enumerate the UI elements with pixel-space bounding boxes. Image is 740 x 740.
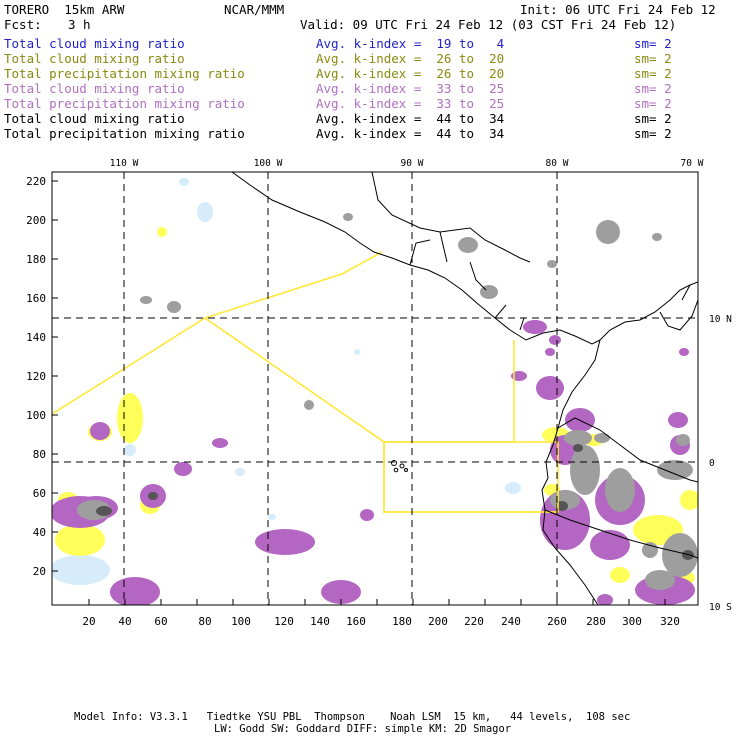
svg-text:140: 140: [26, 331, 46, 344]
latitude-labels: 10 N 0 10 S: [709, 314, 732, 613]
outer-domain-top: [204, 251, 383, 319]
forecast-label: Fcst:: [4, 17, 42, 32]
svg-text:20: 20: [82, 615, 95, 628]
legend-sm: sm= 2: [634, 66, 672, 81]
legend-index: Avg. k-index = 44 to 34: [316, 126, 505, 141]
svg-text:60: 60: [33, 487, 46, 500]
svg-text:0: 0: [709, 458, 715, 469]
svg-text:180: 180: [392, 615, 412, 628]
svg-text:260: 260: [547, 615, 567, 628]
svg-text:40: 40: [33, 526, 46, 539]
graticule: [52, 172, 698, 605]
svg-text:160: 160: [346, 615, 366, 628]
organization: NCAR/MMM: [224, 2, 285, 17]
legend-index: Avg. k-index = 33 to 25: [316, 81, 505, 96]
svg-text:80 W: 80 W: [546, 158, 569, 169]
map-frame: [51, 171, 699, 606]
svg-text:120: 120: [274, 615, 294, 628]
axis-ticks: [52, 180, 666, 605]
ecuador-colombia-border: [557, 417, 698, 483]
venezuela-coast: [659, 299, 698, 331]
svg-text:200: 200: [428, 615, 448, 628]
legend-field: Total cloud mixing ratio: [4, 51, 185, 66]
light-blue-cloud-field: [52, 178, 521, 585]
x-tick-labels: 20 40 60 80 100 120 140 160 180 200 220 …: [82, 615, 680, 628]
legend-field: Total cloud mixing ratio: [4, 81, 185, 96]
y-tick-labels: 220 200 180 160 140 120 100 80 60 40 20: [26, 175, 46, 578]
svg-text:100: 100: [231, 615, 251, 628]
legend-field: Total precipitation mixing ratio: [4, 126, 245, 141]
svg-text:80: 80: [33, 448, 46, 461]
svg-text:100 W: 100 W: [254, 158, 283, 169]
legend-index: Avg. k-index = 19 to 4: [316, 36, 505, 51]
caribbean-coast: [371, 172, 531, 263]
svg-text:20: 20: [33, 565, 46, 578]
legend-sm: sm= 2: [634, 126, 672, 141]
pacific-coast-central-america: [231, 172, 601, 345]
longitude-labels: 110 W 100 W 90 W 80 W 70 W: [110, 158, 704, 169]
svg-text:240: 240: [501, 615, 521, 628]
footer-physics-info: LW: Godd SW: Goddard DIFF: simple KM: 2D…: [214, 723, 512, 735]
svg-text:200: 200: [26, 214, 46, 227]
galapagos-islands: [391, 460, 408, 473]
legend-index: Avg. k-index = 26 to 20: [316, 66, 505, 81]
legend-field: Total cloud mixing ratio: [4, 36, 185, 51]
legend-field: Total cloud mixing ratio: [4, 111, 185, 126]
model-name: TORERO 15km ARW: [4, 2, 125, 17]
coastlines: [231, 172, 698, 605]
legend-field: Total precipitation mixing ratio: [4, 96, 245, 111]
svg-text:80: 80: [198, 615, 211, 628]
svg-text:280: 280: [586, 615, 606, 628]
svg-text:320: 320: [660, 615, 680, 628]
forecast-hours: 3 h: [68, 17, 91, 32]
legend-field: Total precipitation mixing ratio: [4, 66, 245, 81]
svg-text:220: 220: [464, 615, 484, 628]
svg-text:300: 300: [622, 615, 642, 628]
svg-text:180: 180: [26, 253, 46, 266]
init-time: Init: 06 UTC Fri 24 Feb 12: [520, 2, 716, 17]
footer-model-info: Model Info: V3.3.1 Tiedtke YSU PBL Thomp…: [74, 711, 631, 723]
svg-text:140: 140: [310, 615, 330, 628]
svg-text:10 S: 10 S: [709, 602, 732, 613]
svg-text:120: 120: [26, 370, 46, 383]
legend-index: Avg. k-index = 33 to 25: [316, 96, 505, 111]
svg-text:60: 60: [154, 615, 167, 628]
weather-fields: [52, 178, 698, 605]
legend-sm: sm= 2: [634, 111, 672, 126]
legend-sm: sm= 2: [634, 36, 672, 51]
valid-time: Valid: 09 UTC Fri 24 Feb 12 (03 CST Fri …: [300, 17, 677, 32]
svg-text:110 W: 110 W: [110, 158, 139, 169]
south-america-west-coast: [541, 339, 601, 605]
legend-index: Avg. k-index = 26 to 20: [316, 51, 505, 66]
lake-maracaibo: [681, 284, 691, 301]
peru-border: [544, 509, 698, 559]
svg-text:100: 100: [26, 409, 46, 422]
legend-index: Avg. k-index = 44 to 34: [316, 111, 505, 126]
domain-boundaries: [52, 251, 559, 513]
svg-text:160: 160: [26, 292, 46, 305]
svg-text:220: 220: [26, 175, 46, 188]
legend-sm: sm= 2: [634, 51, 672, 66]
svg-text:90 W: 90 W: [401, 158, 424, 169]
svg-text:40: 40: [118, 615, 131, 628]
galapagos-box: [383, 441, 559, 513]
legend-sm: sm= 2: [634, 96, 672, 111]
inner-box-edge: [384, 340, 515, 443]
south-america-north-coast: [599, 281, 698, 341]
legend-sm: sm= 2: [634, 81, 672, 96]
svg-text:70 W: 70 W: [681, 158, 704, 169]
svg-text:10 N: 10 N: [709, 314, 732, 325]
country-borders: [409, 231, 525, 331]
